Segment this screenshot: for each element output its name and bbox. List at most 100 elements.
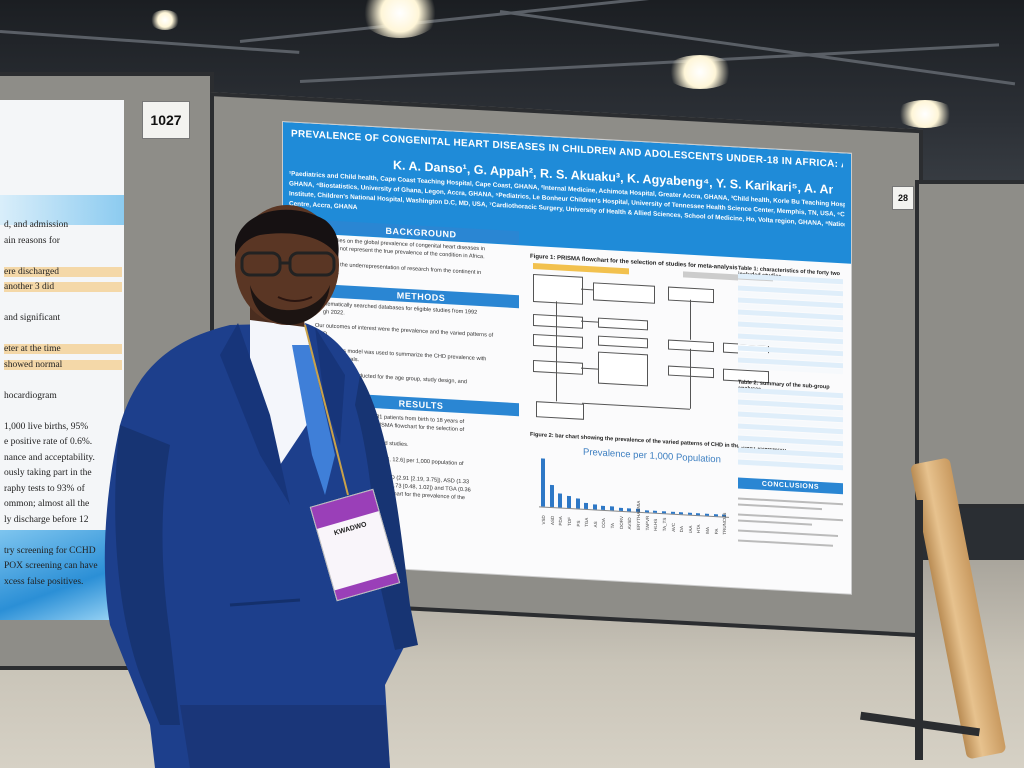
prevalence-bar-chart: VSD ASD PDA TOF PS TGA AS COA TA DORV AVSD ERYTHAEM… xyxy=(539,454,729,535)
flowchart-connector xyxy=(690,348,691,409)
chart-x-tick-label: HTA xyxy=(696,524,702,534)
chart-bar xyxy=(679,512,684,515)
trousers xyxy=(180,705,390,768)
blue-tie xyxy=(292,345,335,495)
left-poster-line: ommon; almost all the xyxy=(4,499,90,509)
right-poster-board xyxy=(915,180,1024,508)
left-poster-line: ly discharge before 12 xyxy=(4,514,89,525)
chart-x-tick-label: PS xyxy=(575,520,581,527)
left-poster-line: 1,000 live births, 95% xyxy=(4,421,89,432)
chart-x-tick-label: IAA xyxy=(687,525,693,533)
jacket-pocket xyxy=(229,598,301,607)
right-arm xyxy=(355,375,418,650)
left-poster-line: hocardiogram xyxy=(4,390,57,401)
left-poster-line: another 3 did xyxy=(4,282,122,292)
flowchart-box xyxy=(598,317,648,331)
chart-bar xyxy=(541,457,545,507)
hair xyxy=(235,209,339,257)
ceiling-light xyxy=(665,55,735,89)
chart-bar xyxy=(670,511,675,514)
ceiling-truss xyxy=(299,43,1000,83)
chart-bar xyxy=(687,512,692,515)
left-poster-line: d, and admission xyxy=(4,220,69,230)
conclusions-heading: CONCLUSIONS xyxy=(738,477,843,495)
presenter-person xyxy=(104,205,418,768)
flowchart-box xyxy=(668,339,714,353)
ceiling-truss xyxy=(239,0,798,43)
chart-x-tick-label: AVC xyxy=(670,522,676,532)
chart-x-tick-label: TA xyxy=(610,522,616,529)
chart-bar xyxy=(644,509,649,513)
flowchart-box xyxy=(593,282,655,304)
chart-bar xyxy=(601,505,606,511)
chart-x-tick-label: AVSD xyxy=(627,517,633,530)
flowchart-box xyxy=(533,359,583,375)
chart-x-tick-label: DORV xyxy=(618,515,624,530)
blue-suit-jacket xyxy=(104,323,410,768)
left-poster-line: e positive rate of 0.6%. xyxy=(4,437,93,447)
flowchart-box xyxy=(668,286,714,304)
left-poster-line: raphy tests to 93% of xyxy=(4,483,85,494)
chart-bar xyxy=(653,510,658,513)
chart-x-tick-label: ERYTHAEMIA xyxy=(636,500,641,531)
chart-x-tick-label: TOF xyxy=(566,516,572,527)
conclusions-text xyxy=(738,493,843,559)
chart-x-tick-label: PDA xyxy=(558,516,564,526)
characteristics-table xyxy=(738,273,843,379)
poster-band xyxy=(0,195,124,225)
chart-bar xyxy=(713,514,718,517)
left-poster-line: nance and acceptability. xyxy=(4,452,95,463)
chart-bar xyxy=(549,484,554,508)
subgroup-table xyxy=(738,387,843,477)
poster-wave-graphic xyxy=(0,530,124,620)
left-poster-line: try screening for CCHD xyxy=(4,545,96,556)
ceiling-light xyxy=(150,10,180,30)
chart-x-tick-label: TGA xyxy=(584,517,590,528)
chart-x-tick-label: ASD xyxy=(549,515,555,526)
chart-bar xyxy=(696,513,701,516)
flowchart-connector xyxy=(581,320,598,323)
chart-x-tick-label: TRUNCUS xyxy=(722,512,728,535)
chart-bar xyxy=(575,498,580,509)
flowchart-box xyxy=(536,401,584,420)
ceiling-light xyxy=(895,100,955,128)
chart-x-tick-label: TAPVR xyxy=(644,515,650,531)
flowchart-box xyxy=(598,335,648,349)
chart-bar xyxy=(610,506,615,511)
flowchart-connector xyxy=(582,402,690,410)
left-poster-line: ain reasons for xyxy=(4,235,60,246)
left-poster-line: POX screening can have xyxy=(4,561,98,571)
chart-x-tick-label: HLHS xyxy=(653,518,659,531)
left-poster-line: xcess false positives. xyxy=(4,576,84,587)
left-poster-line: showed normal xyxy=(4,359,122,370)
chart-bar xyxy=(584,502,589,510)
chart-x-tick-label: AS xyxy=(592,521,598,528)
ceiling-truss xyxy=(0,30,300,54)
flowchart-connector xyxy=(556,301,557,402)
left-poster-line: and significant xyxy=(4,313,61,323)
chart-bar xyxy=(627,508,632,512)
flowchart-connector xyxy=(581,367,598,370)
chart-x-tick-label: PA xyxy=(713,528,719,535)
booth-number-sign: 1027 xyxy=(142,101,190,139)
left-poster-line: ere discharged xyxy=(4,266,122,277)
left-poster-line: ously taking part in the xyxy=(4,468,92,478)
suit-lapel xyxy=(220,323,290,505)
ceiling-light xyxy=(360,0,440,38)
flowchart-connector xyxy=(690,299,691,340)
flowchart-box xyxy=(598,351,648,387)
chart-bar xyxy=(566,495,571,509)
flowchart-box xyxy=(533,333,583,349)
chart-x-tick-label: TA_TS xyxy=(661,517,667,532)
flowchart-box xyxy=(533,313,583,329)
left-arm xyxy=(115,425,180,725)
left-poster-text: d, and admission ain reasons for ere disch… xyxy=(0,100,124,620)
flowchart-box xyxy=(668,365,714,379)
lanyard xyxy=(304,324,349,496)
smile xyxy=(277,296,313,302)
chart-bar xyxy=(661,511,666,514)
flowchart-box xyxy=(533,273,583,305)
chart-bar xyxy=(558,493,563,508)
chart-x-tick-label: VSD xyxy=(541,515,546,525)
chart-bar xyxy=(592,504,597,510)
